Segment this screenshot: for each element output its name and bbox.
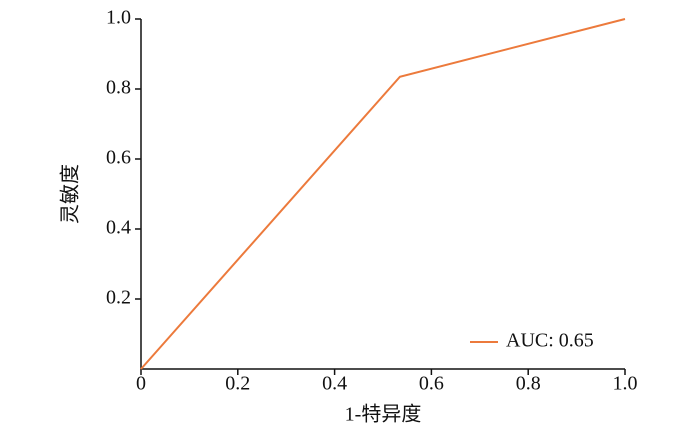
- x-tick-label: 0.6: [419, 373, 444, 395]
- x-tick-label: 0: [136, 373, 146, 395]
- x-tick-label: 0.2: [225, 373, 250, 395]
- x-tick-label: 0.8: [516, 373, 541, 395]
- x-axis-label: 1-特异度: [345, 403, 422, 426]
- y-tick-label: 0.2: [106, 287, 131, 309]
- x-tick-label: 1.0: [613, 373, 638, 395]
- y-tick-label: 0.8: [106, 77, 131, 99]
- legend-label: AUC: 0.65: [506, 330, 594, 352]
- y-tick-label: 0.6: [106, 147, 131, 169]
- y-tick-label: 1.0: [106, 7, 131, 29]
- y-axis-label: 灵敏度: [59, 164, 82, 224]
- x-tick-label: 0.4: [322, 373, 347, 395]
- roc-line: [140, 18, 626, 370]
- y-tick-label: 0.4: [106, 217, 131, 239]
